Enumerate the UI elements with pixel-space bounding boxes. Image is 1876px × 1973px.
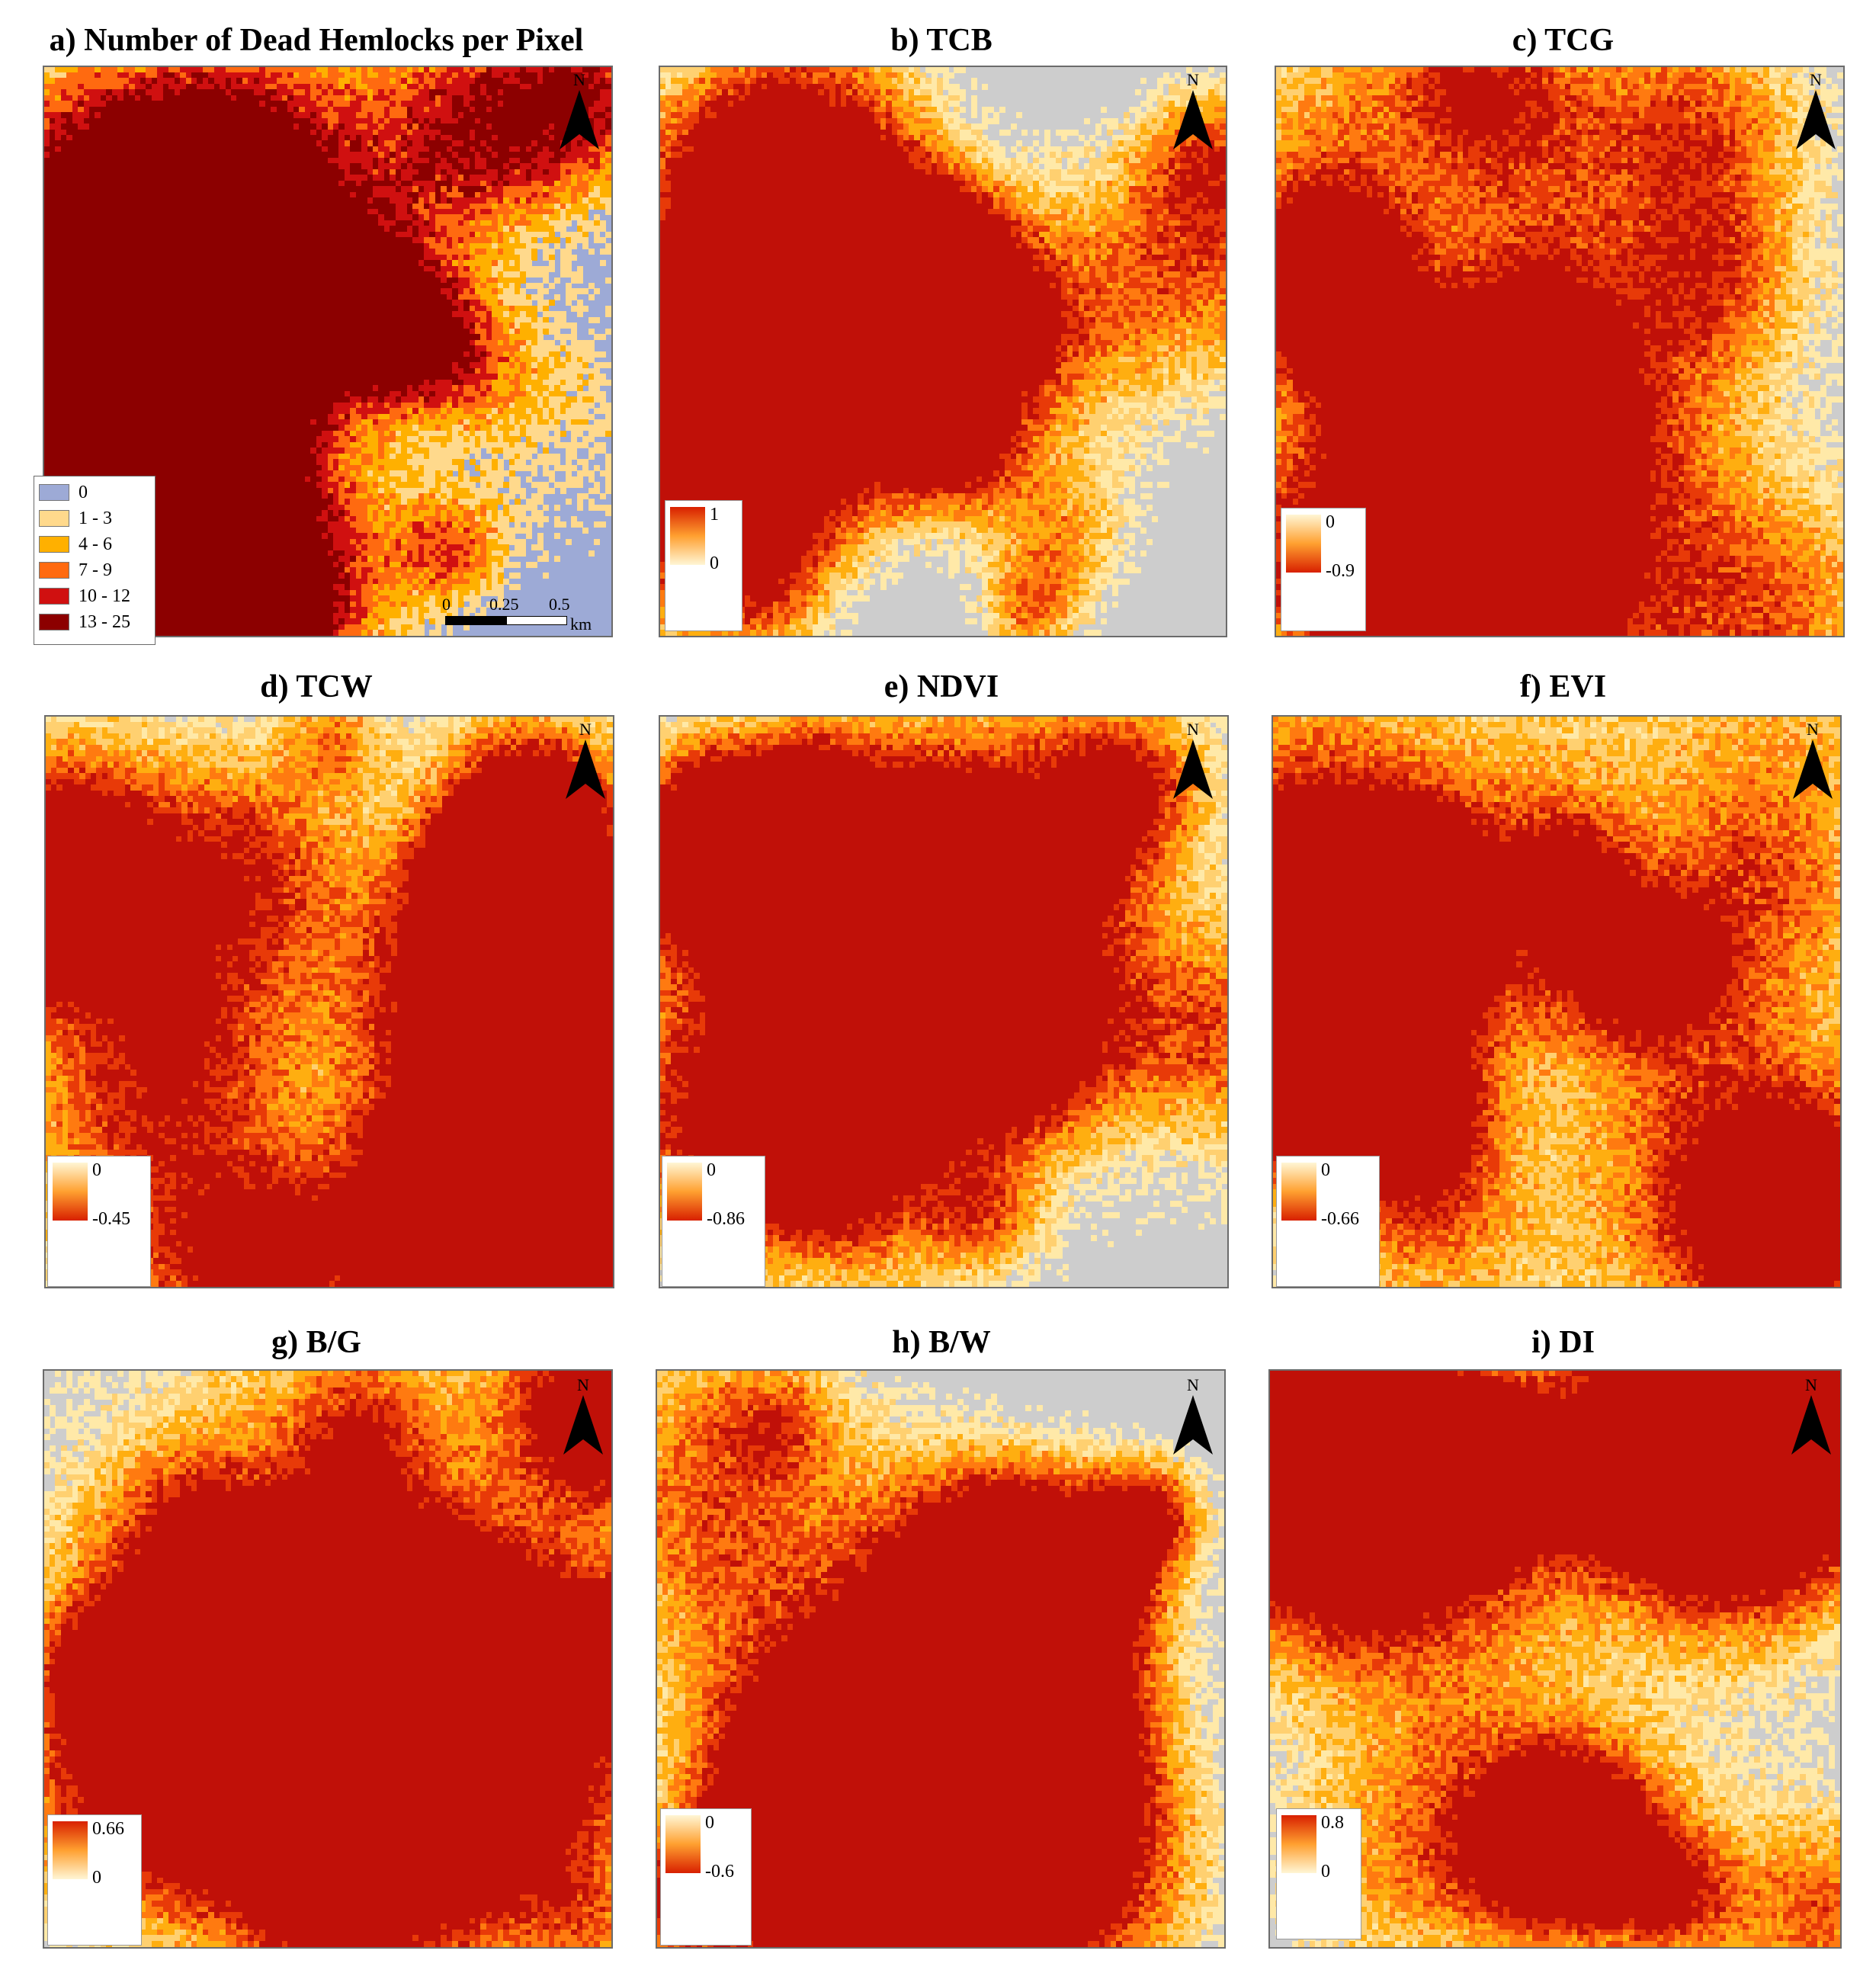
colorbar-ramp	[1286, 515, 1321, 573]
colorbar-legend: 0.8 0	[1276, 1808, 1361, 1939]
north-arrow-f: N	[1790, 721, 1836, 805]
colorbar-ramp	[53, 1163, 88, 1221]
north-letter: N	[1810, 70, 1822, 89]
colorbar-max: 0.66	[92, 1819, 124, 1839]
colorbar-min: 0	[92, 1868, 101, 1888]
scale-bar: 0 0.25 0.5 km	[442, 595, 610, 634]
north-arrow-c: N	[1793, 72, 1839, 156]
scale-tick: 0	[442, 595, 451, 614]
scale-unit: km	[570, 614, 592, 634]
colorbar-ramp	[1281, 1163, 1316, 1221]
legend-swatch	[39, 588, 69, 605]
panel-title: c) TCG	[1512, 23, 1615, 58]
panel-title: a) Number of Dead Hemlocks per Pixel	[49, 23, 584, 58]
north-letter: N	[1187, 1375, 1199, 1394]
north-arrow-g: N	[560, 1377, 606, 1461]
raster-c	[1276, 67, 1843, 636]
colorbar-min: -0.86	[707, 1209, 745, 1229]
colorbar-ramp	[53, 1821, 88, 1879]
colorbar-ramp	[667, 1163, 702, 1221]
colorbar-legend: 0 -0.45	[47, 1156, 151, 1287]
panel-title: h) B/W	[892, 1325, 991, 1360]
colorbar-max: 0	[92, 1160, 101, 1180]
panel-i: i) DI N 0.8 0	[1250, 1311, 1876, 1973]
colorbar-legend: 0 -0.6	[660, 1808, 752, 1946]
colorbar-ramp	[670, 507, 705, 565]
scale-tick: 0.5	[549, 595, 570, 614]
colorbar-legend: 1 0	[665, 500, 742, 631]
colorbar-max: 0	[705, 1813, 714, 1833]
north-letter: N	[1807, 720, 1819, 739]
north-letter: N	[1187, 70, 1199, 89]
colorbar-min: 0	[710, 553, 719, 573]
legend-swatch	[39, 562, 69, 579]
colorbar-legend: 0 -0.9	[1281, 508, 1366, 631]
colorbar-max: 0	[707, 1160, 716, 1180]
north-letter: N	[1805, 1375, 1817, 1394]
north-arrow-i: N	[1788, 1377, 1834, 1461]
colorbar-legend: 0 -0.66	[1276, 1156, 1380, 1287]
panel-a: a) Number of Dead Hemlocks per Pixel N 0…	[0, 0, 633, 656]
legend-swatch	[39, 536, 69, 553]
legend-label: 4 - 6	[79, 534, 112, 554]
panel-title: f) EVI	[1519, 669, 1607, 704]
legend-swatch	[39, 614, 69, 630]
panel-g: g) B/G N 0.66 0	[0, 1311, 633, 1973]
panel-b: b) TCB N 1 0	[633, 0, 1250, 656]
legend-label: 0	[79, 483, 88, 502]
north-arrow-e: N	[1170, 721, 1216, 805]
colorbar-max: 0	[1326, 512, 1335, 532]
colorbar-min: -0.9	[1326, 561, 1355, 581]
colorbar-ramp	[1281, 1815, 1316, 1873]
colorbar-min: -0.45	[92, 1209, 130, 1229]
north-arrow-d: N	[563, 721, 608, 805]
panel-title: g) B/G	[271, 1325, 361, 1360]
colorbar-min: 0	[1321, 1862, 1330, 1882]
panel-title: b) TCB	[890, 23, 993, 58]
map-c	[1275, 66, 1845, 637]
panel-title: e) NDVI	[883, 669, 999, 704]
legend-label: 10 - 12	[79, 586, 130, 606]
north-arrow-a: N	[556, 72, 602, 156]
legend-label: 1 - 3	[79, 508, 112, 528]
map-b	[659, 66, 1227, 637]
panel-d: d) TCW N 0 -0.45	[0, 656, 633, 1311]
colorbar-max: 1	[710, 505, 719, 525]
class-legend: 0 1 - 3 4 - 6 7 - 9 10 - 12 13 - 25	[34, 476, 156, 645]
map-i	[1268, 1369, 1842, 1949]
panel-title: i) DI	[1531, 1325, 1595, 1360]
panel-f: f) EVI N 0 -0.66	[1250, 656, 1876, 1311]
north-letter: N	[579, 720, 592, 739]
raster-b	[660, 67, 1226, 636]
raster-i	[1270, 1371, 1840, 1947]
north-arrow-h: N	[1170, 1377, 1216, 1461]
legend-swatch	[39, 510, 69, 527]
colorbar-ramp	[665, 1815, 701, 1873]
colorbar-legend: 0 -0.86	[662, 1156, 765, 1287]
colorbar-min: -0.66	[1321, 1209, 1359, 1229]
north-letter: N	[1187, 720, 1199, 739]
scale-tick: 0.25	[489, 595, 519, 614]
panel-c: c) TCG N 0 -0.9	[1250, 0, 1876, 656]
panel-e: e) NDVI N 0 -0.86	[633, 656, 1250, 1311]
colorbar-max: 0.8	[1321, 1813, 1344, 1833]
north-letter: N	[573, 70, 585, 89]
colorbar-legend: 0.66 0	[47, 1814, 142, 1946]
colorbar-max: 0	[1321, 1160, 1330, 1180]
panel-h: h) B/W N 0 -0.6	[633, 1311, 1250, 1973]
raster-h	[657, 1371, 1224, 1947]
north-letter: N	[577, 1375, 589, 1394]
legend-label: 7 - 9	[79, 560, 112, 580]
north-arrow-b: N	[1170, 72, 1216, 156]
legend-label: 13 - 25	[79, 612, 130, 632]
legend-swatch	[39, 484, 69, 501]
colorbar-min: -0.6	[705, 1862, 734, 1882]
panel-title: d) TCW	[260, 669, 373, 704]
